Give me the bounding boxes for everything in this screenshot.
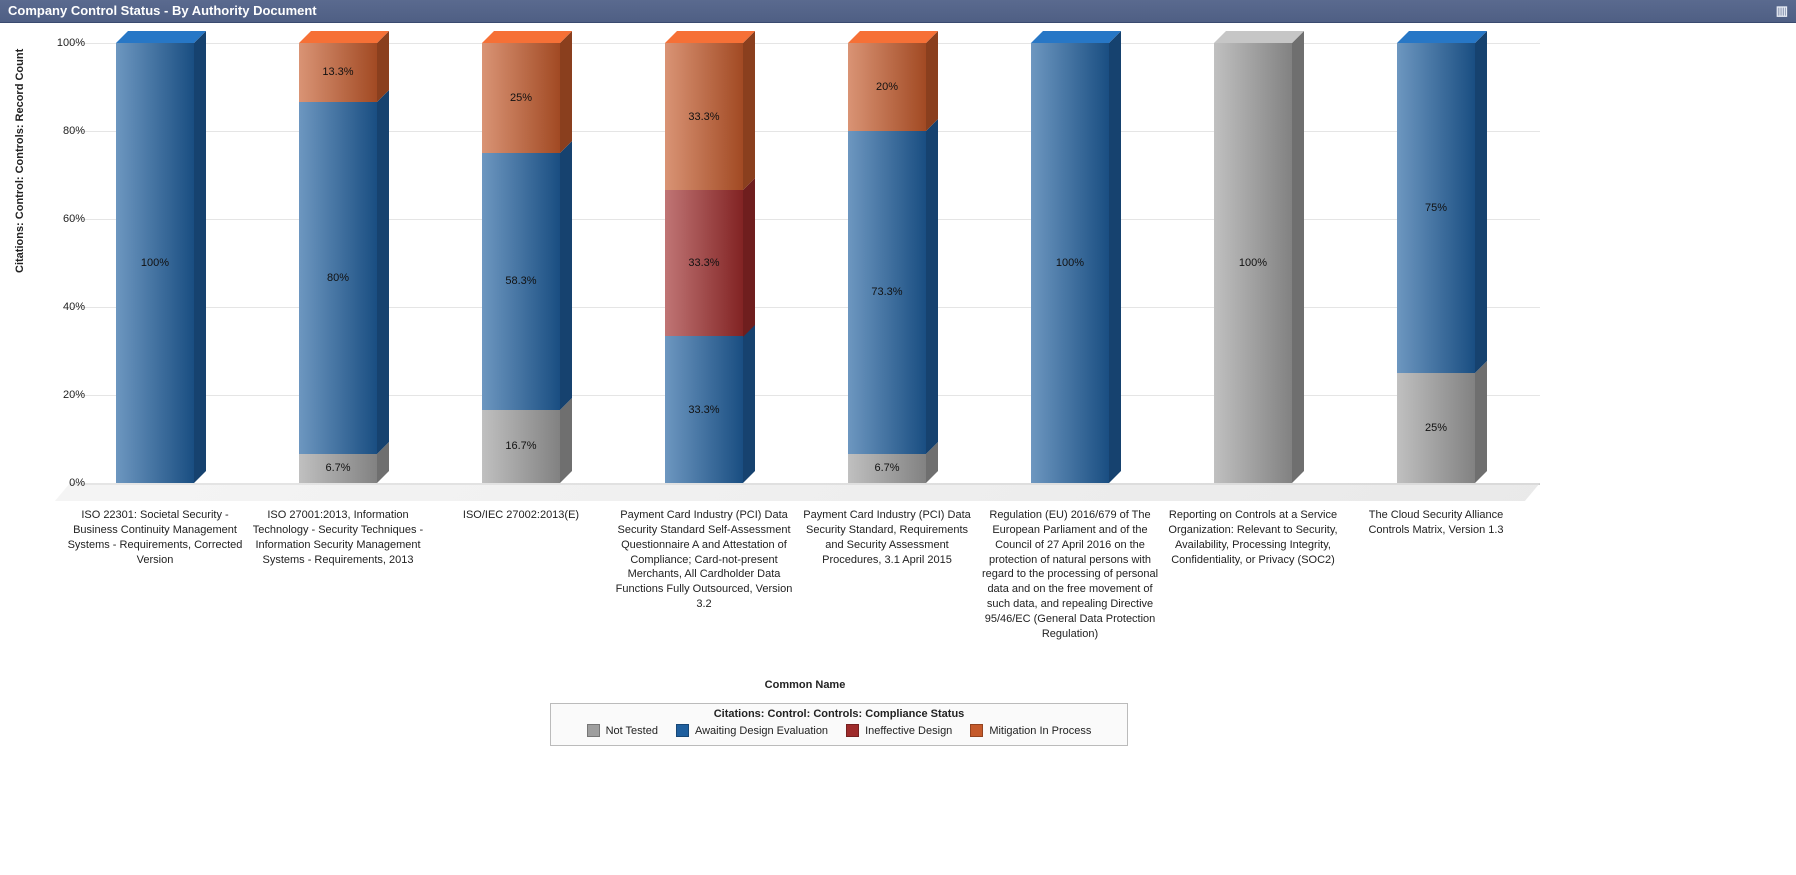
bar-group[interactable]: 16.7%58.3%25% [482,43,568,483]
legend-swatch [676,724,689,737]
bar-segment[interactable]: 20% [848,43,934,131]
legend-swatch [846,724,859,737]
bar-segment[interactable]: 16.7% [482,410,568,483]
bar-segment[interactable]: 75% [1397,43,1483,373]
bar-segment[interactable]: 6.7% [299,454,385,483]
bar-group[interactable]: 25%75% [1397,43,1483,483]
legend-item[interactable]: Awaiting Design Evaluation [676,724,828,737]
chart-floor [55,483,1540,501]
bar-group[interactable]: 100% [1031,43,1117,483]
bar-segment[interactable]: 25% [1397,373,1483,483]
bar-group[interactable]: 6.7%80%13.3% [299,43,385,483]
bar-segment[interactable]: 100% [1031,43,1117,483]
legend-item[interactable]: Mitigation In Process [970,724,1091,737]
bar-group[interactable]: 6.7%73.3%20% [848,43,934,483]
x-category-label: The Cloud Security Alliance Controls Mat… [1347,508,1525,538]
bar-segment[interactable]: 6.7% [848,454,934,483]
x-category-label: Payment Card Industry (PCI) Data Securit… [615,508,793,612]
bar-segment[interactable]: 58.3% [482,153,568,410]
bar-segment[interactable]: 100% [116,43,202,483]
legend-swatch [970,724,983,737]
x-category-label: ISO/IEC 27002:2013(E) [432,508,610,523]
x-category-label: Payment Card Industry (PCI) Data Securit… [798,508,976,567]
bar-segment[interactable]: 80% [299,102,385,454]
chart-type-icon[interactable]: ▥ [1776,0,1788,22]
panel-header: Company Control Status - By Authority Do… [0,0,1796,23]
x-category-label: Reporting on Controls at a Service Organ… [1164,508,1342,567]
y-axis-title: Citations: Control: Controls: Record Cou… [14,49,26,273]
legend-label: Awaiting Design Evaluation [695,725,828,737]
legend-item[interactable]: Not Tested [587,724,658,737]
x-category-label: ISO 22301: Societal Security - Business … [66,508,244,567]
bar-group[interactable]: 100% [1214,43,1300,483]
legend-swatch [587,724,600,737]
bar-segment[interactable]: 25% [482,43,568,153]
bar-segment[interactable]: 13.3% [299,43,385,102]
panel-title: Company Control Status - By Authority Do… [8,0,317,22]
bar-group[interactable]: 33.3%33.3%33.3% [665,43,751,483]
x-category-label: ISO 27001:2013, Information Technology -… [249,508,427,567]
legend-label: Not Tested [606,725,658,737]
bar-segment[interactable]: 100% [1214,43,1300,483]
x-category-label: Regulation (EU) 2016/679 of The European… [981,508,1159,642]
legend-label: Mitigation In Process [989,725,1091,737]
legend-title: Citations: Control: Controls: Compliance… [559,708,1119,720]
bar-segment[interactable]: 73.3% [848,131,934,454]
chart-container: Citations: Control: Controls: Record Cou… [20,33,1560,753]
legend-items: Not Tested Awaiting Design Evaluation Inef… [559,724,1119,737]
bar-segment[interactable]: 33.3% [665,336,751,483]
bar-group[interactable]: 100% [116,43,202,483]
x-axis-title: Common Name [70,679,1540,691]
bar-segment[interactable]: 33.3% [665,43,751,190]
legend: Citations: Control: Controls: Compliance… [550,703,1128,746]
legend-item[interactable]: Ineffective Design [846,724,952,737]
legend-label: Ineffective Design [865,725,952,737]
bars-layer: 100%6.7%80%13.3%16.7%58.3%25%33.3%33.3%3… [70,43,1540,483]
bar-segment[interactable]: 33.3% [665,190,751,337]
